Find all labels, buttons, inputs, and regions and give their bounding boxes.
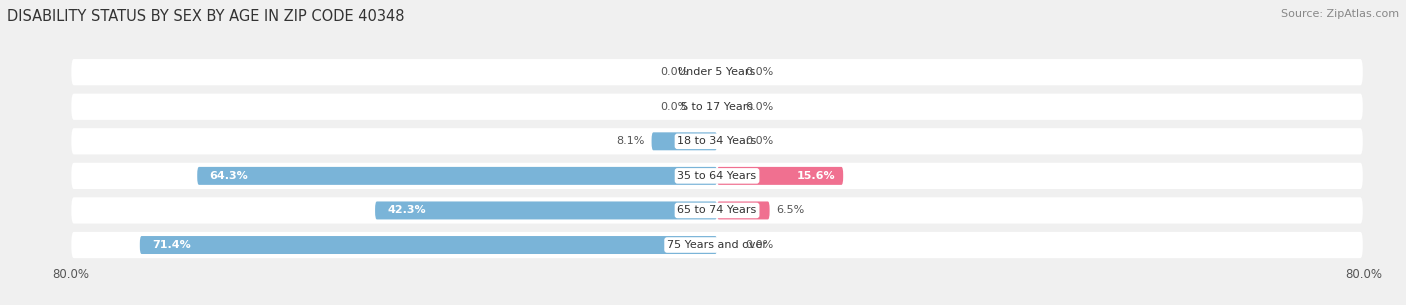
- FancyBboxPatch shape: [70, 231, 1364, 259]
- FancyBboxPatch shape: [717, 202, 769, 219]
- Text: Source: ZipAtlas.com: Source: ZipAtlas.com: [1281, 9, 1399, 19]
- FancyBboxPatch shape: [70, 162, 1364, 190]
- Text: 0.0%: 0.0%: [745, 102, 773, 112]
- Text: 0.0%: 0.0%: [661, 102, 689, 112]
- FancyBboxPatch shape: [651, 132, 717, 150]
- Text: 15.6%: 15.6%: [796, 171, 835, 181]
- Text: 5 to 17 Years: 5 to 17 Years: [681, 102, 754, 112]
- FancyBboxPatch shape: [70, 127, 1364, 156]
- Text: 18 to 34 Years: 18 to 34 Years: [678, 136, 756, 146]
- Text: 65 to 74 Years: 65 to 74 Years: [678, 206, 756, 215]
- Text: 8.1%: 8.1%: [617, 136, 645, 146]
- Text: 42.3%: 42.3%: [387, 206, 426, 215]
- Text: 0.0%: 0.0%: [745, 136, 773, 146]
- Text: 35 to 64 Years: 35 to 64 Years: [678, 171, 756, 181]
- Text: 71.4%: 71.4%: [152, 240, 191, 250]
- FancyBboxPatch shape: [70, 58, 1364, 86]
- FancyBboxPatch shape: [139, 236, 717, 254]
- FancyBboxPatch shape: [375, 202, 717, 219]
- Text: 0.0%: 0.0%: [661, 67, 689, 77]
- FancyBboxPatch shape: [197, 167, 717, 185]
- Text: Under 5 Years: Under 5 Years: [679, 67, 755, 77]
- FancyBboxPatch shape: [70, 196, 1364, 224]
- Text: 6.5%: 6.5%: [776, 206, 804, 215]
- FancyBboxPatch shape: [717, 167, 844, 185]
- Text: 75 Years and over: 75 Years and over: [666, 240, 768, 250]
- Text: 0.0%: 0.0%: [745, 67, 773, 77]
- Text: DISABILITY STATUS BY SEX BY AGE IN ZIP CODE 40348: DISABILITY STATUS BY SEX BY AGE IN ZIP C…: [7, 9, 405, 24]
- Text: 64.3%: 64.3%: [209, 171, 247, 181]
- Text: 0.0%: 0.0%: [745, 240, 773, 250]
- FancyBboxPatch shape: [70, 93, 1364, 121]
